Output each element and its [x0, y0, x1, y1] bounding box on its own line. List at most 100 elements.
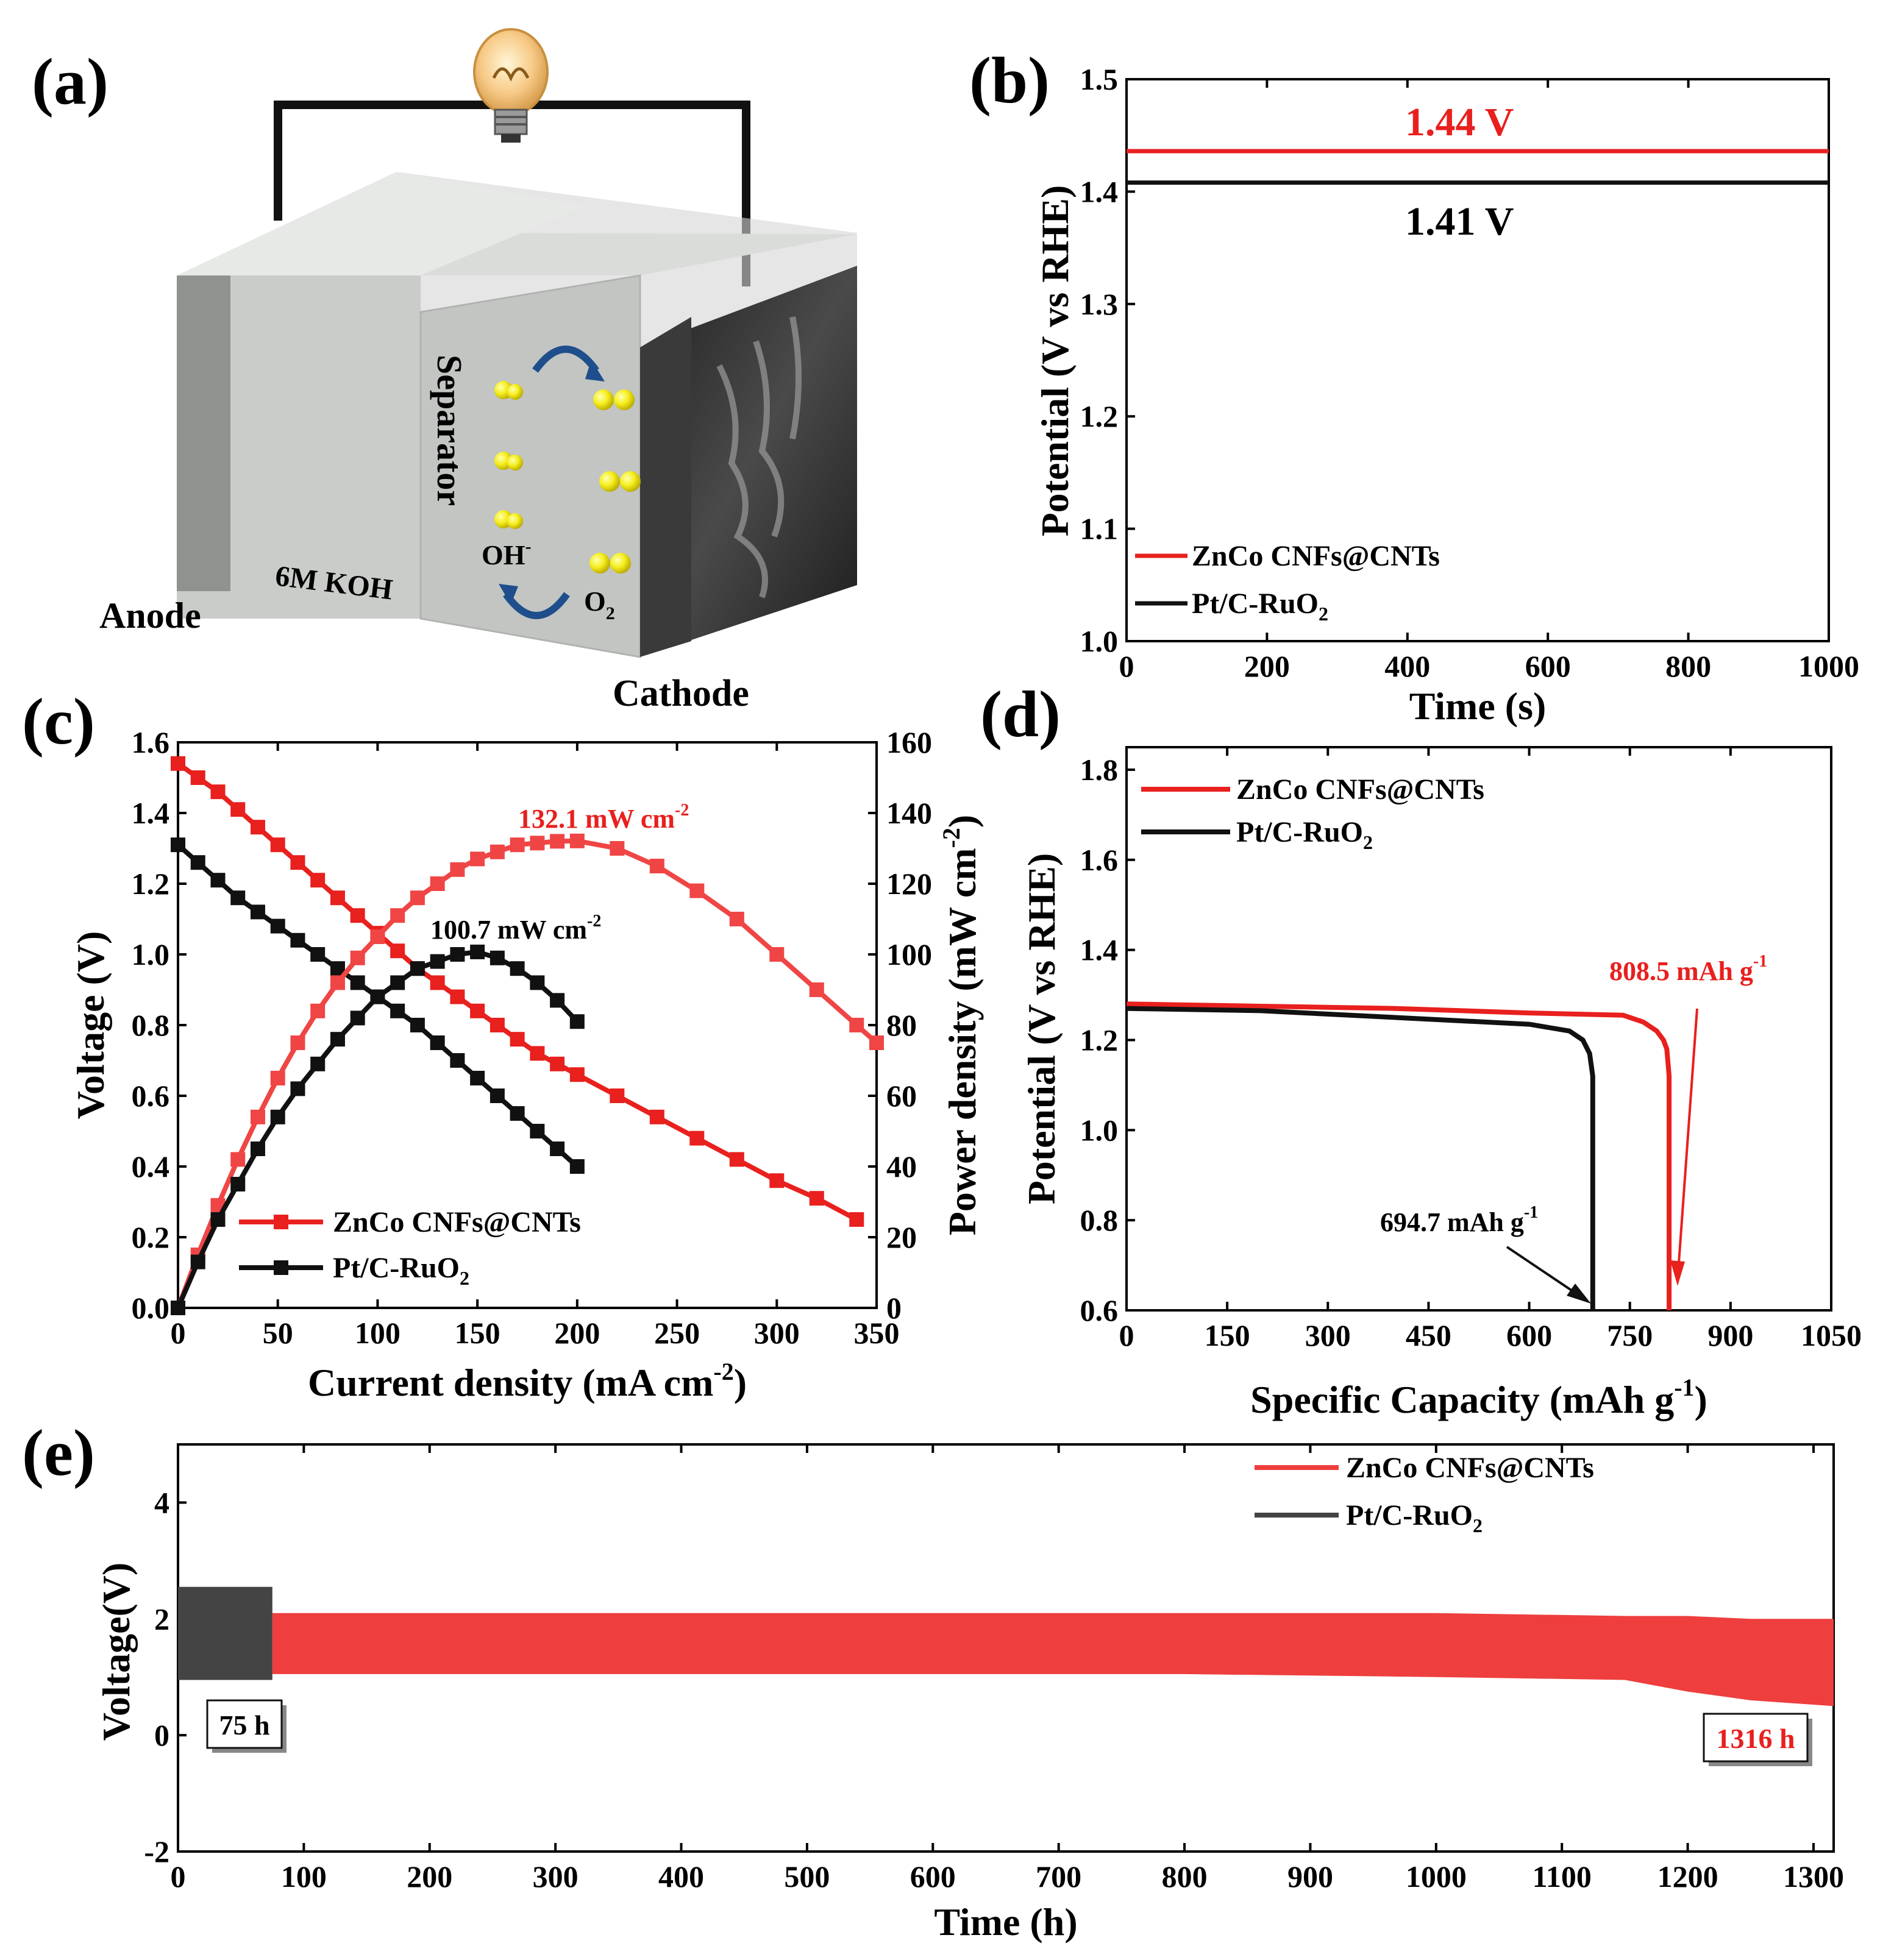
series-c-0-point [210, 784, 226, 800]
series-c-2-point [689, 883, 705, 898]
e-xtick-label: 0 [171, 1859, 186, 1894]
legend-c-znco: ZnCo CNFs@CNTs [333, 1206, 581, 1238]
panel-a: (a) [32, 28, 857, 714]
cathode-block-side [640, 317, 691, 657]
axis-ticks-e: 0 100 200 300 400 500 600 700 800 900 1000 1100 1200… [144, 1444, 1844, 1894]
series-c-1-point [470, 1071, 485, 1085]
series-c-3-point [550, 993, 565, 1008]
annotation-e-1316h-text: 1316 h [1716, 1723, 1795, 1754]
c-y2-ytick-label: 60 [886, 1079, 917, 1113]
series-c-2-point [310, 1003, 326, 1018]
o2-label: O2 [584, 586, 615, 623]
lightbulb-icon [473, 28, 549, 143]
anode-compartment [177, 275, 421, 619]
c-y2-ytick-label: 20 [886, 1220, 917, 1254]
d-ytick-label: 1.2 [1080, 1023, 1119, 1057]
c-ytick-label: 1.6 [132, 725, 170, 759]
series-d [1126, 1001, 1672, 1310]
series-c-2-point [230, 1152, 246, 1167]
c-xtick-label: 300 [754, 1316, 800, 1350]
c-xtick-label: 50 [263, 1316, 293, 1350]
series-c-0-point [729, 1152, 744, 1167]
annotation-e-75h: 75 h [206, 1699, 287, 1753]
b-xtick-label: 0 [1119, 649, 1134, 683]
annotation-e-75h-text: 75 h [219, 1710, 269, 1741]
legend-e-pt: Pt/C-RuO2 [1346, 1499, 1483, 1536]
e-xtick-label: 1200 [1657, 1859, 1718, 1894]
d-xtick-label: 300 [1305, 1318, 1351, 1352]
cathode-texture [716, 316, 802, 598]
b-xtick-label: 200 [1244, 649, 1290, 683]
b-ytick-label: 1.4 [1080, 174, 1119, 208]
e-xtick-label: 200 [407, 1859, 452, 1894]
series-c-3-point [470, 944, 485, 959]
c-xtick-label: 100 [355, 1316, 401, 1350]
series-c-1-point [450, 1053, 465, 1068]
panel-label-d: (d) [980, 678, 1061, 751]
e-xtick-label: 300 [533, 1859, 579, 1894]
series-c-0-point [250, 820, 265, 835]
series-e-0-band [272, 1613, 1834, 1706]
series-c-0-line [176, 761, 858, 1222]
series-c-2-point [729, 912, 744, 926]
b-xtick-label: 400 [1384, 649, 1430, 683]
panel-label-c: (c) [22, 686, 95, 758]
series-c-3-point [430, 954, 445, 969]
axis-ticks-b: 0 200 400 600 800 1000 1.0 1.1 1.2 1.3 1.4 1.5 [1080, 62, 1860, 683]
series-c-2-point [450, 862, 465, 877]
e-xtick-label: 800 [1162, 1859, 1208, 1894]
annotation-c-pt-peak: 100.7 mW cm-2 [430, 912, 601, 945]
series-c-0-point [510, 1032, 525, 1047]
series-c-1-point [270, 918, 285, 934]
series-c-0-point [550, 1056, 565, 1071]
series-c [171, 756, 884, 1315]
series-c-0-point [270, 837, 285, 853]
c-ytick-label: 0.8 [132, 1008, 170, 1042]
series-c-1-point [250, 904, 265, 920]
series-c-1-point [390, 1003, 405, 1018]
annotation-c-znco-peak: 132.1 mW cm-2 [518, 801, 689, 834]
series-c-3-point [290, 1081, 305, 1096]
e-ytick-label: 2 [154, 1602, 169, 1636]
c-y2-ytick-label: 120 [886, 867, 932, 901]
series-c-1-point [350, 975, 365, 990]
series-c-2-point [610, 841, 625, 856]
series-c-2-point [470, 851, 485, 867]
series-c-3-point [171, 1301, 185, 1315]
arrow-d-znco [1676, 1008, 1698, 1280]
anode-compartment-top [177, 172, 585, 275]
c-y2-ytick-label: 160 [886, 725, 932, 759]
c-ytick-label: 0.4 [132, 1149, 170, 1184]
c-ytick-label: 1.0 [132, 937, 170, 971]
series-c-1-point [530, 1124, 545, 1138]
anode-label: Anode [99, 595, 201, 636]
legend-c-pt: Pt/C-RuO2 [333, 1252, 469, 1289]
reaction-arrow-top [532, 346, 599, 373]
c-y2-ytick-label: 80 [886, 1008, 917, 1042]
c-y2-ytick-label: 100 [886, 937, 932, 971]
e-xtick-label: 100 [281, 1859, 327, 1894]
d-xtick-label: 750 [1607, 1318, 1653, 1352]
series-c-1-point [190, 855, 205, 870]
b-ytick-label: 1.2 [1080, 399, 1119, 433]
series-c-0-point [310, 873, 326, 888]
series-c-3-point [390, 975, 405, 990]
legend-b: ZnCo CNFs@CNTs Pt/C-RuO2 [1135, 540, 1440, 625]
series-c-2-point [530, 836, 545, 851]
series-c-1-point [430, 1035, 445, 1050]
series-c-0-point [190, 770, 205, 785]
legend-e-znco: ZnCo CNFs@CNTs [1346, 1452, 1594, 1484]
e-xtick-label: 1300 [1783, 1859, 1844, 1894]
series-c-1-point [290, 932, 305, 948]
series-c-2-point [510, 837, 525, 853]
series-c-1-point [550, 1142, 565, 1156]
series-c-0-point [171, 756, 185, 771]
panel-label-e: (e) [22, 1417, 95, 1490]
c-y2-ytick-label: 40 [886, 1149, 917, 1184]
series-c-0-point [569, 1067, 585, 1082]
series-c-2-point [370, 929, 385, 944]
axes-frame-b [1125, 78, 1830, 642]
e-xtick-label: 700 [1036, 1859, 1081, 1894]
legend-d-znco: ZnCo CNFs@CNTs [1236, 773, 1484, 806]
series-c-3-point [270, 1109, 285, 1124]
